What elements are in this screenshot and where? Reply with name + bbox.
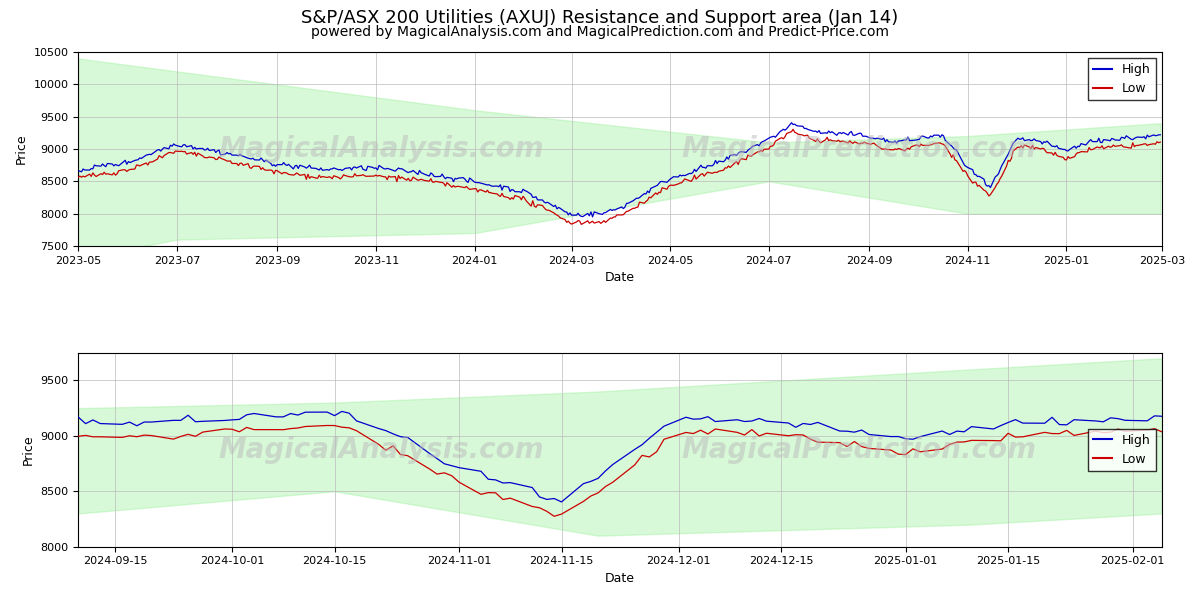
Legend: High, Low: High, Low [1088,428,1156,471]
X-axis label: Date: Date [605,271,635,284]
Text: MagicalPrediction.com: MagicalPrediction.com [680,135,1036,163]
Text: S&P/ASX 200 Utilities (AXUJ) Resistance and Support area (Jan 14): S&P/ASX 200 Utilities (AXUJ) Resistance … [301,9,899,27]
Legend: High, Low: High, Low [1088,58,1156,100]
Text: MagicalAnalysis.com: MagicalAnalysis.com [218,436,545,464]
Text: MagicalAnalysis.com: MagicalAnalysis.com [218,135,545,163]
X-axis label: Date: Date [605,572,635,585]
Y-axis label: Price: Price [14,134,28,164]
Text: powered by MagicalAnalysis.com and MagicalPrediction.com and Predict-Price.com: powered by MagicalAnalysis.com and Magic… [311,25,889,39]
Y-axis label: Price: Price [22,434,35,465]
Text: MagicalPrediction.com: MagicalPrediction.com [680,436,1036,464]
